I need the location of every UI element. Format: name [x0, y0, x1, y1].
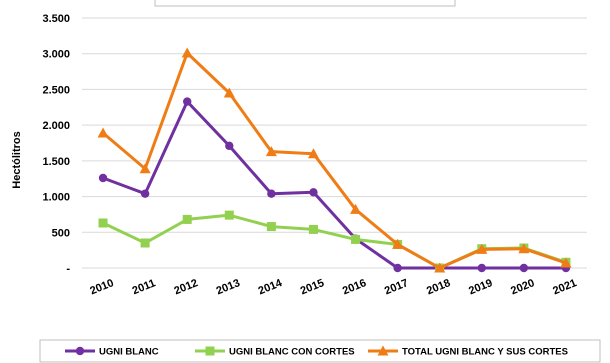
data-point [560, 257, 572, 268]
data-point [434, 262, 446, 273]
y-tick-label: 3.000 [42, 49, 70, 61]
data-point [224, 210, 234, 220]
data-point [98, 218, 108, 228]
data-point [351, 234, 361, 244]
data-point [139, 163, 151, 174]
legend-item: UGNI BLANC CON CORTES [195, 346, 355, 358]
data-point [183, 97, 192, 106]
x-tick-label: 2016 [341, 277, 368, 297]
x-tick-label: 2018 [425, 277, 452, 297]
y-axis-ticks: - 500 1.000 1.500 2.000 2.500 3.000 3.500 [42, 13, 70, 275]
data-point [476, 243, 488, 254]
data-point [309, 188, 318, 197]
series-total-ugni-blanc-y-sus-cortes [97, 47, 572, 273]
y-tick-label: 500 [52, 227, 70, 239]
x-tick-label: 2013 [215, 277, 242, 297]
x-tick-label: 2017 [383, 277, 410, 297]
series-line [102, 100, 566, 270]
data-point [223, 87, 235, 98]
data-point [265, 146, 277, 157]
legend-label: UGNI BLANC CON CORTES [229, 347, 355, 358]
legend-label: UGNI BLANC [99, 347, 159, 358]
data-point [519, 263, 529, 273]
x-tick-label: 2011 [131, 277, 158, 297]
data-point [518, 243, 530, 254]
x-tick-label: 2020 [509, 277, 536, 297]
data-point [140, 189, 150, 198]
data-point [377, 345, 389, 356]
series-ugni-blanc-con-cortes [98, 210, 571, 273]
legend-item: TOTAL UGNI BLANC Y SUS CORTES [368, 345, 568, 358]
data-point [140, 238, 150, 248]
y-tick-label: 1.000 [42, 192, 70, 204]
data-point [205, 346, 215, 356]
y-tick-label: 1.500 [42, 156, 70, 168]
series-group [97, 47, 572, 273]
data-point [75, 346, 85, 356]
x-tick-label: 2010 [88, 277, 115, 297]
x-tick-label: 2012 [172, 277, 199, 297]
y-axis-label: Hectólitros [11, 131, 23, 188]
series-line [102, 51, 567, 270]
title-box [154, 0, 456, 7]
y-tick-label: - [66, 263, 70, 275]
data-point [182, 214, 192, 224]
data-point [225, 141, 234, 151]
data-point [477, 263, 486, 273]
data-point [97, 127, 109, 138]
y-tick-label: 3.500 [42, 13, 70, 25]
y-tick-label: 2.500 [42, 84, 70, 96]
legend: UGNI BLANC UGNI BLANC CON CORTES TOTAL UGN… [39, 339, 601, 363]
data-point [308, 224, 318, 234]
gridlines [82, 17, 587, 269]
data-point [181, 47, 193, 58]
series-ugni-blanc [98, 97, 571, 273]
x-tick-label: 2019 [467, 277, 494, 297]
data-point [98, 173, 108, 183]
x-tick-label: 2021 [551, 277, 578, 297]
data-point [392, 238, 404, 249]
x-axis-ticks: 2010 2011 2012 2013 2014 2015 2016 2017 2018 2019… [88, 277, 578, 298]
y-tick-label: 2.000 [42, 120, 70, 132]
data-point [350, 203, 362, 214]
x-tick-label: 2014 [257, 277, 285, 298]
legend-label: TOTAL UGNI BLANC Y SUS CORTES [402, 347, 568, 358]
x-tick-label: 2015 [299, 277, 326, 297]
data-point [393, 263, 402, 273]
series-line [102, 213, 567, 270]
data-point [307, 148, 319, 159]
legend-box [39, 339, 601, 363]
data-point [266, 222, 276, 232]
data-point [267, 189, 276, 198]
legend-item: UGNI BLANC [65, 347, 159, 358]
